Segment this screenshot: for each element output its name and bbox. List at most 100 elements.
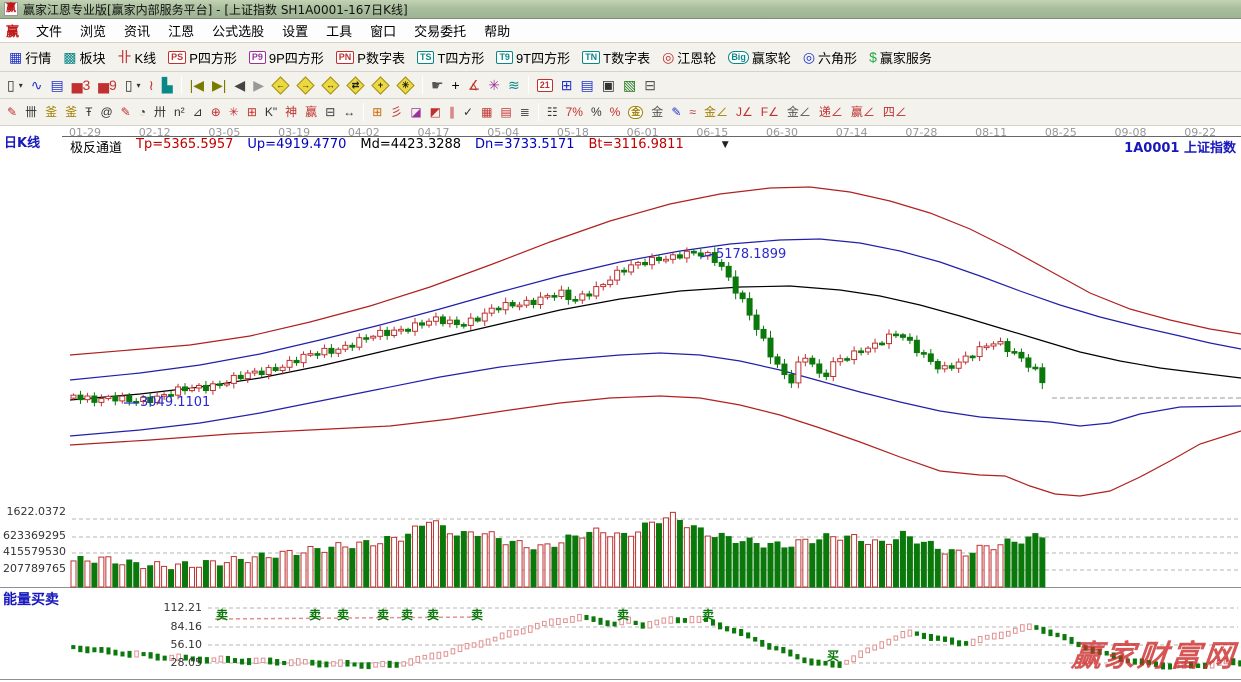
zigzag-line-button[interactable]: ∿ [27,76,47,94]
zoom-in-button[interactable]: + [368,75,393,96]
kline-3-button[interactable]: ▅3 [68,76,95,94]
wave-button[interactable]: ≈ [685,103,700,121]
t-square-button[interactable]: TS T四方形 [411,46,490,69]
grid-target-button[interactable]: ⊞ [243,103,261,121]
spiral-button[interactable]: @ [96,103,116,121]
t9-square-button[interactable]: T9 9T四方形 [490,46,576,69]
f-ruler-button[interactable]: Ŧ [81,103,96,121]
hexagon-button[interactable]: ◎ 六角形 [797,46,863,69]
volume-bar [962,555,969,588]
red-grid-button[interactable]: ▦ [477,103,496,121]
t-number-table-button[interactable]: TN T数字表 [576,46,656,69]
menu-item-3[interactable]: 江恩 [168,25,195,40]
gold-comb-2-button[interactable]: 釜 [61,103,81,121]
note-pad-button[interactable]: ▤ [46,76,67,94]
kline-9-button[interactable]: ▅9 [94,76,121,94]
snapshot-button[interactable]: ▧ [619,76,640,94]
histogram-button[interactable]: ▙ [158,76,177,94]
menu-item-6[interactable]: 工具 [326,25,353,40]
n2-grid-button[interactable]: n² [170,103,189,121]
chart-canvas[interactable]: 卖卖卖卖卖卖卖卖卖买 [0,126,1241,681]
winner-service-button[interactable]: $ 赢家服务 [863,46,938,69]
ying-angle-button[interactable]: 赢∠ [847,103,879,121]
channel-dropdown-icon[interactable]: ▼ [721,140,729,150]
star-rays-button[interactable]: ✳ [225,103,243,121]
f-angle-button[interactable]: F∠ [757,103,783,121]
fan-purple-button[interactable]: ◪ [406,103,425,121]
hand-drag-button[interactable]: ☛ [427,76,448,94]
angle-draw-button[interactable]: ∡ [464,76,485,94]
cycle-clock-button[interactable]: ◔ [135,103,150,121]
rays-fan-button[interactable]: 彡 [386,103,406,121]
k-note-button[interactable]: K" [261,103,281,121]
calculator-button[interactable]: ⊞ [557,76,577,94]
j-angle-button[interactable]: J∠ [732,103,757,121]
print-button[interactable]: ⊟ [640,76,660,94]
expand-h-button[interactable]: ↔ [318,75,343,96]
sectors-button[interactable]: ▩ 板块 [57,46,111,69]
si-angle-button[interactable]: 四∠ [879,103,911,121]
save-disk-button[interactable]: ▣ [598,76,619,94]
menu-item-4[interactable]: 公式选股 [212,25,265,40]
last-page-button[interactable]: ▶| [208,76,230,94]
menu-item-7[interactable]: 窗口 [370,25,397,40]
ying-tool-button[interactable]: 赢 [301,103,321,121]
memo-button[interactable]: ▤ [577,76,598,94]
gold-circle-button[interactable]: 金 [624,104,647,121]
check-line-button[interactable]: ✓ [459,103,477,121]
fan-red-button[interactable]: ◩ [426,103,445,121]
gold-angle-2-button[interactable]: 金∠ [783,103,815,121]
gann-compass-button[interactable]: ⊕ [207,103,225,121]
calendar-button[interactable]: 21 [533,77,557,94]
brush-button[interactable]: ✎ [3,103,21,121]
ruled-lines-button[interactable]: ≣ [516,103,534,121]
menu-item-0[interactable]: 文件 [36,25,63,40]
gold-angle-button[interactable]: 金∠ [700,103,732,121]
gold-lines-button[interactable]: 金 [647,103,667,121]
candle-pen-button[interactable]: ✎ [667,103,685,121]
diag-lines-button[interactable]: ∥ [445,103,459,121]
quotes-button[interactable]: ▦ 行情 [3,46,57,69]
single-candle-button[interactable]: ▯ ▾ [121,76,145,94]
zoom-all-button[interactable]: ✳ [393,75,418,96]
window-grid-button[interactable]: ⊞ [368,103,386,121]
pct-7-button[interactable]: 7% [562,103,587,121]
menu-item-9[interactable]: 帮助 [484,25,511,40]
menu-item-1[interactable]: 浏览 [80,25,107,40]
red-grid-2-button[interactable]: ▤ [496,103,515,121]
winner-wheel-button[interactable]: Big 赢家轮 [722,46,797,69]
ruler-123-button[interactable]: ⊟ [321,103,339,121]
angle-line-button[interactable]: ⊿ [189,103,207,121]
p-square-button[interactable]: PS P四方形 [162,46,243,69]
red-pencil-button[interactable]: ✎ [117,103,135,121]
swap-view-button[interactable]: ⇄ [343,75,368,96]
candle-style-icon: ▯ [7,77,15,93]
p-number-table-button[interactable]: PN P数字表 [330,46,411,69]
candle-style-button[interactable]: ▯ ▾ [3,76,27,94]
momentum-bar-down [141,652,146,657]
pct-button[interactable]: % [587,103,606,121]
first-page-button[interactable]: |◀ [186,76,208,94]
crosshair-button[interactable]: + [448,76,464,94]
gold-comb-1-button[interactable]: 釜 [41,103,61,121]
comb-button[interactable]: 卅 [150,103,170,121]
shift-left-button[interactable]: ← [268,75,293,96]
menu-item-5[interactable]: 设置 [282,25,309,40]
next-bar-button[interactable]: ▶ [249,76,268,94]
knot-purple-button[interactable]: ✳ [484,76,504,94]
pct-lines-button[interactable]: % [606,103,625,121]
shen-tool-button[interactable]: 神 [281,103,301,121]
di-angle-button[interactable]: 递∠ [815,103,847,121]
menu-item-2[interactable]: 资讯 [124,25,151,40]
measure-button[interactable]: ↔ [339,103,359,121]
vol-bars-button[interactable]: ☷ [543,103,562,121]
kline-button[interactable]: 卝 K线 [112,46,163,69]
prev-bar-button[interactable]: ◀ [230,76,249,94]
sketch-line-button[interactable]: ≀ [145,76,158,94]
gann-wheel-button[interactable]: ◎ 江恩轮 [656,46,722,69]
shift-right-button[interactable]: → [293,75,318,96]
gann-comb-button[interactable]: 卌 [21,103,41,121]
knot-teal-button[interactable]: ≋ [504,76,524,94]
menu-item-8[interactable]: 交易委托 [414,25,467,40]
p9-square-button[interactable]: P9 9P四方形 [243,46,330,69]
